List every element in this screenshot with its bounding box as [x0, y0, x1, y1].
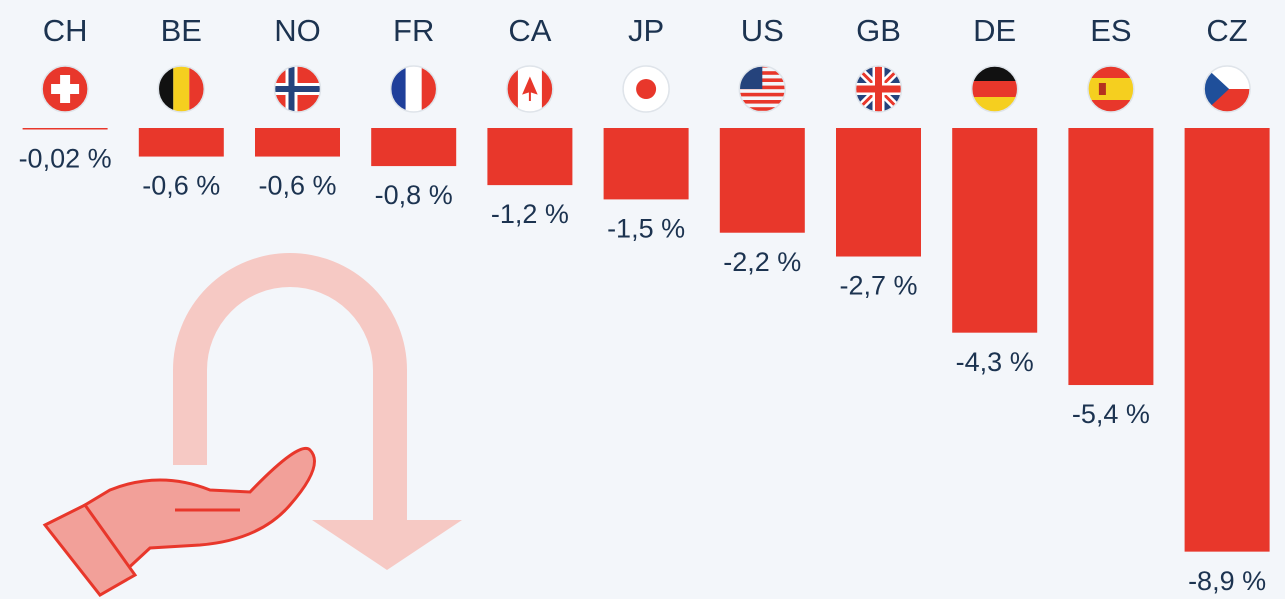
bar — [1068, 128, 1153, 385]
category-label: GB — [856, 13, 901, 48]
value-label: -5,4 % — [1072, 399, 1150, 429]
value-label: -1,2 % — [491, 199, 569, 229]
bar — [952, 128, 1037, 333]
bar — [255, 128, 340, 157]
flag-part — [173, 64, 189, 114]
category-label: CZ — [1206, 13, 1247, 48]
flag-part — [737, 107, 787, 111]
category-label: FR — [393, 13, 434, 48]
flag-part — [1099, 83, 1106, 95]
value-label: -0,02 % — [19, 144, 112, 174]
flag-part — [1086, 78, 1136, 100]
value-label: -1,5 % — [607, 214, 685, 244]
value-label: -8,9 % — [1188, 566, 1266, 596]
flag-icon — [505, 64, 555, 114]
value-label: -0,8 % — [375, 180, 453, 210]
bar — [604, 128, 689, 199]
value-label: -0,6 % — [258, 171, 336, 201]
flag-icon — [156, 64, 206, 114]
flag-part — [970, 81, 1020, 97]
bar — [836, 128, 921, 257]
chart: CH -0,02 % BE -0,6 % NO -0,6 % FR -0,8 % CA -1,2 … — [0, 0, 1285, 599]
category-label: NO — [274, 13, 321, 48]
category-label: CH — [43, 13, 88, 48]
category-label: JP — [628, 13, 664, 48]
flag-icon — [854, 64, 904, 114]
bar — [720, 128, 805, 233]
value-label: -2,2 % — [723, 247, 801, 277]
flag-icon — [1086, 64, 1136, 114]
flag-part — [273, 86, 323, 92]
flag-part — [636, 79, 656, 99]
flag-part — [854, 86, 904, 93]
category-label: ES — [1090, 13, 1131, 48]
flag-icon — [970, 64, 1020, 114]
bar — [487, 128, 572, 185]
bar — [1185, 128, 1270, 552]
bar — [139, 128, 224, 157]
category-label: BE — [161, 13, 202, 48]
category-label: US — [741, 13, 784, 48]
flag-part — [51, 84, 79, 94]
flag-part — [406, 64, 422, 114]
decoration-icon — [45, 270, 462, 595]
value-label: -2,7 % — [839, 271, 917, 301]
flag-part — [737, 93, 787, 97]
category-label: DE — [973, 13, 1016, 48]
value-label: -4,3 % — [956, 347, 1034, 377]
flag-part — [737, 64, 762, 89]
bar — [371, 128, 456, 166]
bar — [23, 128, 108, 130]
category-label: CA — [508, 13, 551, 48]
flag-icon — [273, 64, 323, 114]
value-label: -0,6 % — [142, 171, 220, 201]
flag-icon — [40, 64, 90, 114]
flag-icon — [1202, 64, 1252, 114]
flag-icon — [621, 64, 671, 114]
flag-icon — [389, 64, 439, 114]
